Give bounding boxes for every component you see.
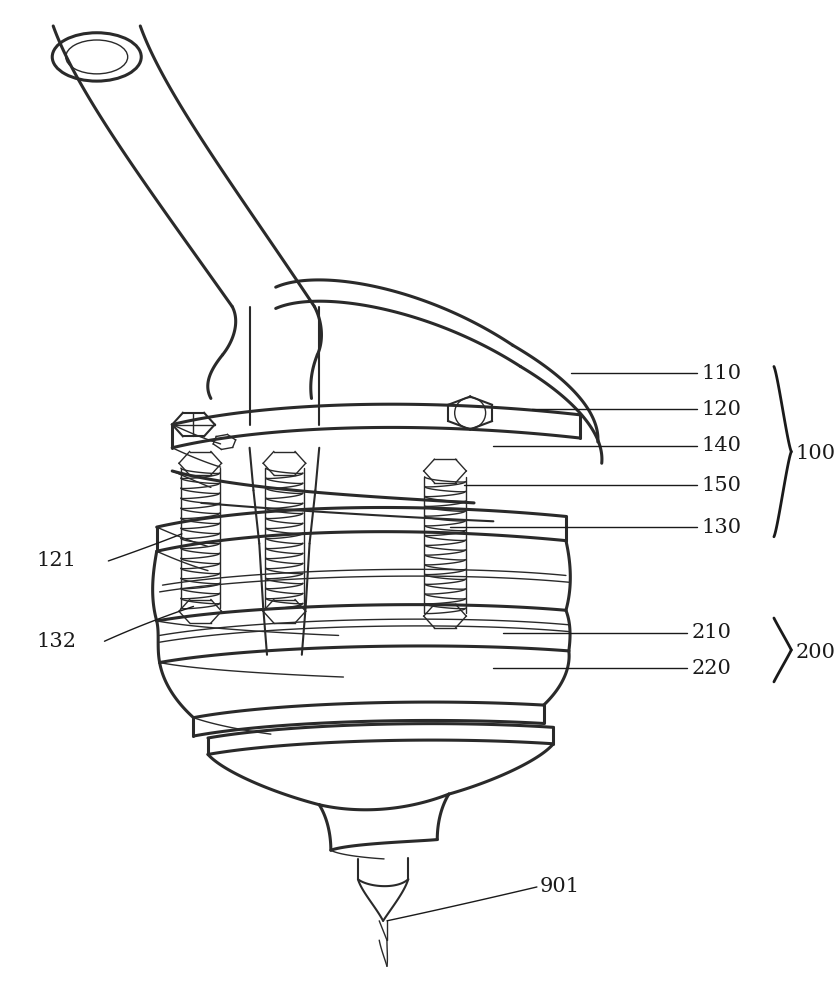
- Text: 200: 200: [795, 643, 835, 662]
- Text: 130: 130: [701, 518, 742, 537]
- Text: 121: 121: [37, 551, 77, 570]
- Text: 140: 140: [701, 436, 742, 455]
- Text: 100: 100: [795, 444, 835, 463]
- Text: 901: 901: [540, 877, 580, 896]
- Text: 120: 120: [701, 400, 742, 419]
- Text: 210: 210: [691, 623, 732, 642]
- Text: 220: 220: [691, 659, 732, 678]
- Text: 110: 110: [701, 364, 742, 383]
- Text: 132: 132: [37, 632, 77, 651]
- Text: 150: 150: [701, 476, 742, 495]
